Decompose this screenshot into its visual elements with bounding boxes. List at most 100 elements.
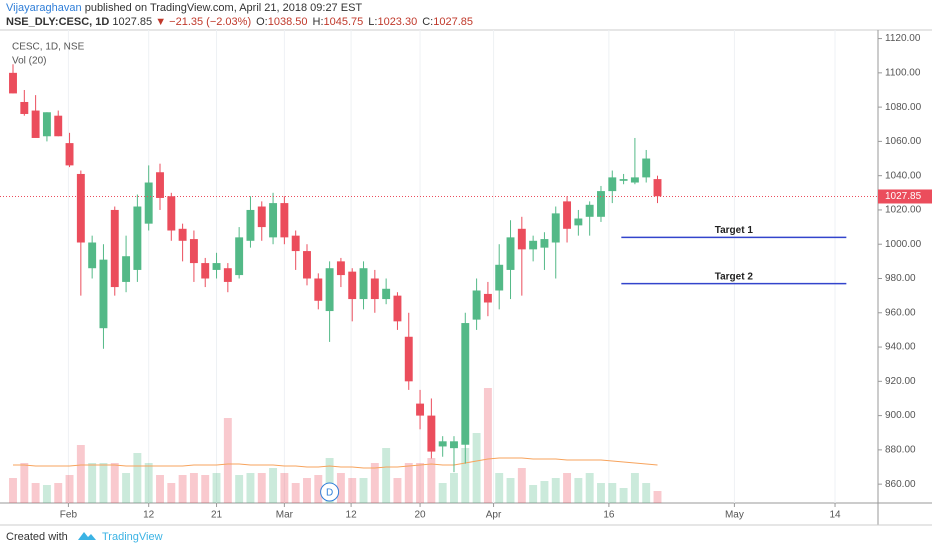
- ohlc: O:1038.50 H:1045.75 L:1023.30 C:1027.85: [256, 16, 473, 28]
- candle-body: [20, 101, 29, 114]
- candle-body: [461, 323, 470, 445]
- footer-brand[interactable]: TradingView: [102, 531, 163, 543]
- candle-body: [167, 196, 176, 231]
- volume-bar: [20, 463, 29, 503]
- candle-body: [619, 179, 628, 181]
- y-tick-label: 880.00: [885, 445, 916, 456]
- candle-body: [348, 271, 357, 300]
- candle-body: [585, 204, 594, 217]
- volume-bar: [506, 478, 515, 503]
- last-price-label: 1027.85: [885, 191, 922, 202]
- volume-bar: [9, 478, 17, 503]
- logo: [78, 532, 96, 540]
- header-line: Vijayaraghavan published on TradingView.…: [6, 2, 362, 14]
- author[interactable]: Vijayaraghavan: [6, 2, 82, 14]
- volume-bar: [619, 488, 628, 503]
- ohlc-label: C:: [422, 16, 433, 28]
- volume-bar: [325, 458, 334, 503]
- volume-bar: [416, 463, 425, 503]
- volume-bar: [382, 448, 391, 503]
- y-tick-label: 980.00: [885, 273, 916, 284]
- footer-created: Created with: [6, 531, 68, 543]
- volume-bar: [348, 478, 357, 503]
- candle-body: [246, 209, 255, 241]
- volume-bar: [303, 478, 311, 503]
- candle-body: [291, 235, 300, 252]
- volume-bar: [88, 463, 97, 503]
- y-tick-label: 960.00: [885, 307, 916, 318]
- candle-body: [495, 264, 504, 291]
- candle-body: [404, 336, 413, 382]
- ohlc-value: 1027.85: [433, 16, 473, 28]
- volume-bar: [630, 473, 639, 503]
- volume-bar: [189, 473, 198, 503]
- volume-bar: [246, 473, 255, 503]
- candle-body: [529, 240, 538, 250]
- candle-body: [178, 228, 187, 241]
- candle-body: [370, 278, 379, 300]
- volume-bar: [167, 483, 176, 503]
- volume-bar: [529, 485, 538, 503]
- candle-body: [65, 143, 74, 166]
- volume-bar: [144, 463, 153, 503]
- candle-body: [597, 191, 605, 217]
- candle-body: [99, 259, 108, 329]
- symbol: NSE_DLY:CESC, 1D: [6, 16, 109, 28]
- y-tick-label: 1060.00: [885, 136, 922, 147]
- candle-body: [359, 268, 368, 300]
- volume-bar: [156, 475, 164, 503]
- ohlc-label: L:: [368, 16, 377, 28]
- volume-bar: [31, 483, 40, 503]
- y-tick-label: 900.00: [885, 410, 916, 421]
- volume-bar: [291, 483, 300, 503]
- candle-body: [608, 177, 617, 192]
- volume-bar: [370, 463, 379, 503]
- arrow: ▼: [155, 16, 166, 28]
- y-tick-label: 860.00: [885, 479, 916, 490]
- volume-bar: [54, 483, 63, 503]
- x-tick-label: 12: [143, 510, 155, 521]
- volume-bar: [257, 473, 266, 503]
- volume-bar: [642, 483, 651, 503]
- quote-line: NSE_DLY:CESC, 1D 1027.85 ▼ −21.35 (−2.03…: [6, 16, 473, 28]
- candle-body: [551, 213, 560, 243]
- y-tick-label: 1120.00: [885, 33, 921, 44]
- volume-bar: [110, 463, 119, 503]
- candle-body: [122, 256, 131, 282]
- volume-bar: [597, 483, 605, 503]
- candle-body: [88, 242, 97, 269]
- volume-bar: [122, 473, 131, 503]
- volume-legend: Vol (20): [12, 56, 46, 67]
- candle-body: [517, 228, 526, 250]
- y-tick-label: 1080.00: [885, 102, 922, 113]
- volume-bar: [483, 388, 492, 503]
- candle-body: [144, 182, 153, 224]
- x-tick-label: Apr: [486, 510, 502, 521]
- volume-bar: [427, 458, 436, 503]
- volume-bar: [280, 473, 289, 503]
- candle-body: [42, 112, 51, 137]
- volume-bar: [359, 478, 368, 503]
- volume-bar: [76, 445, 85, 503]
- volume-bar: [235, 475, 244, 503]
- target-label: Target 1: [715, 225, 754, 236]
- legend: CESC, 1D, NSE: [12, 42, 85, 53]
- volume-bar: [472, 433, 481, 503]
- candle-body: [540, 239, 549, 248]
- last-price-box: [878, 189, 932, 204]
- volume-bar: [517, 468, 526, 503]
- volume-bar: [551, 478, 560, 503]
- candle-body: [416, 403, 425, 416]
- candle-body: [314, 278, 323, 301]
- volume-bar: [99, 463, 108, 503]
- x-tick-label: 20: [414, 510, 426, 521]
- candle-body: [393, 295, 402, 322]
- volume-bar: [65, 475, 74, 503]
- candle-body: [133, 206, 142, 270]
- volume-bar: [585, 473, 594, 503]
- volume-bar: [201, 475, 210, 503]
- volume-bar: [178, 475, 187, 503]
- ohlc-label: O:: [256, 16, 268, 28]
- volume-bar: [540, 481, 549, 503]
- x-tick-label: 21: [211, 510, 223, 521]
